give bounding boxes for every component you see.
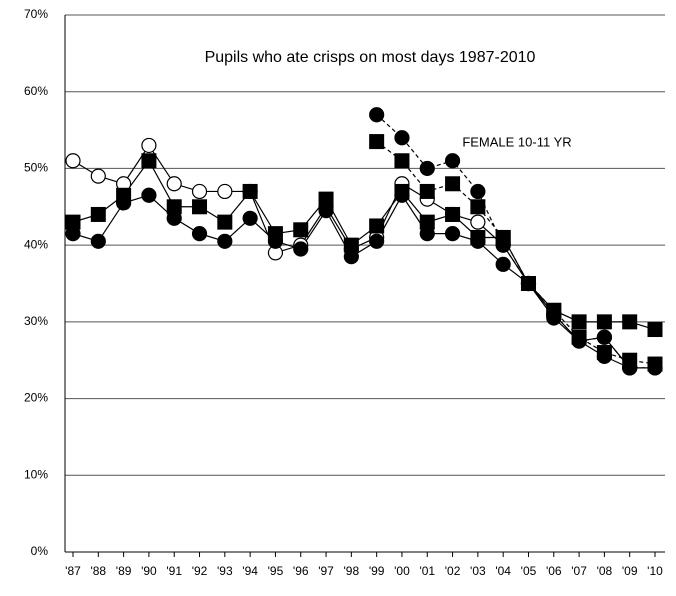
marker xyxy=(470,183,486,200)
x-tick-label: '95 xyxy=(268,564,284,578)
x-tick-label: '08 xyxy=(597,564,613,578)
marker xyxy=(419,160,435,177)
marker xyxy=(318,203,334,219)
marker xyxy=(394,187,410,203)
marker xyxy=(191,183,208,200)
x-tick-label: '03 xyxy=(470,564,486,578)
x-tick-label: '88 xyxy=(90,564,106,578)
marker xyxy=(444,226,461,242)
y-tick-label: 30% xyxy=(24,314,48,328)
x-tick-label: '01 xyxy=(419,564,435,578)
marker xyxy=(444,153,461,169)
marker xyxy=(647,356,663,372)
x-tick-label: '96 xyxy=(293,564,309,578)
marker xyxy=(166,176,182,192)
marker xyxy=(217,214,233,230)
marker xyxy=(520,276,536,291)
marker xyxy=(217,233,233,249)
marker xyxy=(242,183,258,199)
x-tick-label: '90 xyxy=(141,564,157,578)
marker xyxy=(571,329,587,345)
y-tick-label: 50% xyxy=(24,161,48,175)
marker xyxy=(369,218,385,234)
x-tick-label: '87 xyxy=(65,564,81,578)
marker xyxy=(65,153,81,169)
marker xyxy=(622,314,638,330)
marker xyxy=(217,183,233,200)
marker xyxy=(596,345,612,361)
marker xyxy=(90,206,106,222)
marker xyxy=(470,214,486,230)
y-tick-label: 70% xyxy=(24,7,48,21)
marker xyxy=(90,168,106,184)
marker xyxy=(141,153,157,169)
x-tick-label: '93 xyxy=(217,564,233,578)
y-tick-label: 10% xyxy=(24,467,48,481)
marker xyxy=(90,233,106,249)
x-tick-label: '09 xyxy=(622,564,638,578)
marker xyxy=(445,176,461,192)
marker xyxy=(369,233,385,249)
marker xyxy=(343,249,359,265)
marker xyxy=(166,210,182,226)
x-tick-label: '00 xyxy=(394,564,410,578)
marker xyxy=(192,199,208,215)
marker xyxy=(65,226,81,242)
marker xyxy=(445,206,461,222)
marker xyxy=(470,199,486,215)
marker xyxy=(394,130,410,146)
marker xyxy=(267,233,284,249)
marker xyxy=(369,134,385,150)
x-tick-label: '97 xyxy=(318,564,334,578)
x-tick-label: '06 xyxy=(546,564,562,578)
marker xyxy=(293,241,309,257)
x-tick-label: '10 xyxy=(647,564,663,578)
marker xyxy=(647,322,663,338)
marker xyxy=(394,153,410,169)
x-tick-label: '99 xyxy=(369,564,385,578)
x-tick-label: '89 xyxy=(116,564,132,578)
x-tick-label: '98 xyxy=(344,564,360,578)
y-tick-label: 0% xyxy=(31,544,49,558)
marker xyxy=(293,222,309,238)
marker xyxy=(470,233,486,249)
x-tick-label: '05 xyxy=(521,564,537,578)
x-tick-label: '91 xyxy=(166,564,182,578)
annotation: FEMALE 10-11 YR xyxy=(462,134,571,149)
x-tick-label: '04 xyxy=(495,564,511,578)
marker xyxy=(596,329,612,345)
x-tick-label: '92 xyxy=(192,564,208,578)
y-tick-label: 60% xyxy=(24,84,48,98)
chart-title: Pupils who ate crisps on most days 1987-… xyxy=(205,49,536,66)
y-tick-label: 20% xyxy=(24,391,48,405)
marker xyxy=(141,137,157,154)
x-tick-label: '07 xyxy=(571,564,587,578)
x-tick-label: '94 xyxy=(242,564,258,578)
marker xyxy=(191,226,208,242)
marker xyxy=(546,302,562,318)
x-tick-label: '02 xyxy=(445,564,461,578)
marker xyxy=(419,226,435,242)
marker xyxy=(141,187,157,203)
marker xyxy=(495,256,511,272)
marker xyxy=(419,183,435,199)
marker xyxy=(596,314,612,330)
marker xyxy=(622,352,638,368)
y-tick-label: 40% xyxy=(24,237,48,251)
marker xyxy=(116,195,132,211)
marker xyxy=(242,210,258,226)
marker xyxy=(571,314,587,330)
marker xyxy=(369,107,385,123)
marker xyxy=(495,229,511,245)
